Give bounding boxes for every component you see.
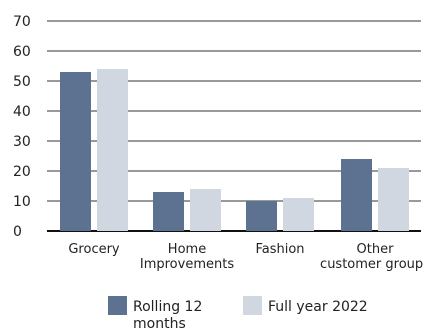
bar	[190, 189, 221, 231]
x-tick-label: Fashion	[255, 242, 304, 257]
y-tick-label: 50	[13, 74, 31, 90]
legend-label: Full year 2022	[268, 299, 368, 315]
bars	[60, 69, 409, 231]
legend-label: months	[133, 316, 186, 332]
y-axis-ticks: 0 10 20 30 40 50 60 70	[13, 14, 31, 240]
x-tick-label: Grocery	[68, 242, 120, 257]
bar	[246, 201, 277, 231]
bar	[153, 192, 184, 231]
y-tick-label: 10	[13, 194, 31, 210]
y-tick-label: 60	[13, 44, 31, 60]
bar	[341, 159, 372, 231]
x-tick-label: Home	[168, 242, 206, 257]
legend-swatch	[243, 296, 262, 315]
bar	[378, 168, 409, 231]
y-tick-label: 40	[13, 104, 31, 120]
legend-swatch	[108, 296, 127, 315]
x-tick-label: Other	[357, 242, 395, 257]
y-tick-label: 20	[13, 164, 31, 180]
bar	[283, 198, 314, 231]
x-tick-label: Improvements	[140, 257, 234, 272]
y-tick-label: 70	[13, 14, 31, 30]
bar	[97, 69, 128, 231]
bar	[60, 72, 91, 231]
y-tick-label: 0	[13, 224, 22, 240]
legend-label: Rolling 12	[133, 299, 202, 315]
x-tick-label: customer groups	[320, 257, 423, 272]
y-tick-label: 30	[13, 134, 31, 150]
